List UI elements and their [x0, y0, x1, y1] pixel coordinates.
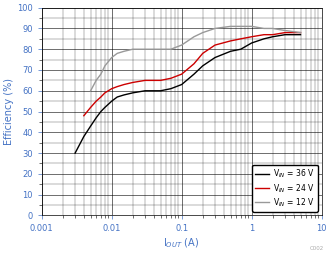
Legend: V$_{IN}$ = 36 V, V$_{IN}$ = 24 V, V$_{IN}$ = 12 V: V$_{IN}$ = 36 V, V$_{IN}$ = 24 V, V$_{IN…: [253, 165, 318, 212]
X-axis label: I$_{OUT}$ (A): I$_{OUT}$ (A): [164, 236, 200, 250]
Y-axis label: Efficiency (%): Efficiency (%): [4, 78, 14, 145]
Text: C002: C002: [310, 246, 324, 251]
